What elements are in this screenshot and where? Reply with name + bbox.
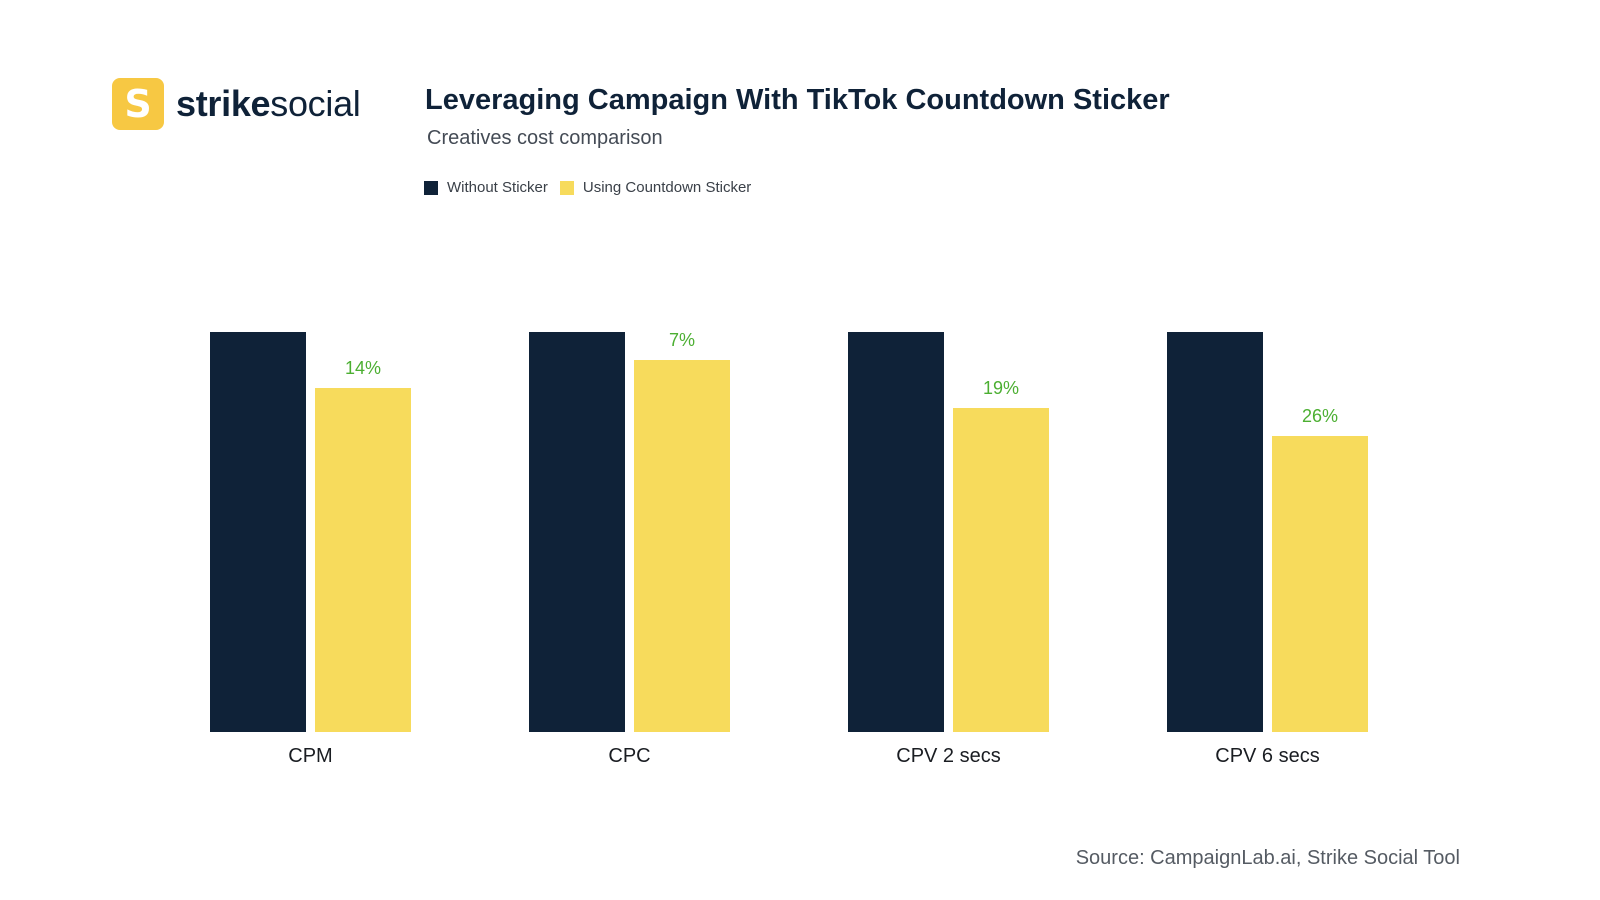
bar-with-0 bbox=[315, 388, 411, 732]
legend-item-with: Using Countdown Sticker bbox=[559, 179, 752, 196]
logo-badge-icon: S bbox=[112, 78, 164, 130]
bar-without-1 bbox=[529, 332, 625, 732]
brand-logo: S strikesocial bbox=[112, 78, 361, 130]
bar-without-2 bbox=[848, 332, 944, 732]
category-label-1: CPC bbox=[608, 745, 650, 767]
legend-item-without: Without Sticker bbox=[424, 179, 548, 196]
legend-label-without: Without Sticker bbox=[447, 179, 548, 196]
legend-swatch-without bbox=[424, 180, 438, 195]
bar-with-1 bbox=[634, 360, 730, 732]
bar-with-3 bbox=[1272, 436, 1368, 732]
chart-legend: Without Sticker Using Countdown Sticker bbox=[424, 179, 763, 196]
brand-name: strikesocial bbox=[176, 83, 361, 125]
category-label-0: CPM bbox=[288, 745, 332, 767]
data-label-1: 7% bbox=[669, 330, 695, 350]
legend-label-with: Using Countdown Sticker bbox=[582, 179, 752, 196]
source-note: Source: CampaignLab.ai, Strike Social To… bbox=[1075, 847, 1460, 869]
bar-with-2 bbox=[953, 408, 1049, 732]
data-label-2: 19% bbox=[983, 378, 1019, 398]
bar-without-3 bbox=[1167, 332, 1263, 732]
data-label-3: 26% bbox=[1302, 406, 1338, 426]
bar-without-0 bbox=[210, 332, 306, 732]
brand-name-light: social bbox=[270, 83, 361, 124]
category-label-2: CPV 2 secs bbox=[896, 745, 1000, 767]
category-label-3: CPV 6 secs bbox=[1215, 745, 1319, 767]
brand-name-bold: strike bbox=[176, 83, 271, 124]
data-label-0: 14% bbox=[345, 358, 381, 378]
legend-swatch-with bbox=[559, 180, 574, 195]
chart-title: Leveraging Campaign With TikTok Countdow… bbox=[425, 84, 1170, 116]
chart-subtitle: Creatives cost comparison bbox=[427, 127, 663, 149]
